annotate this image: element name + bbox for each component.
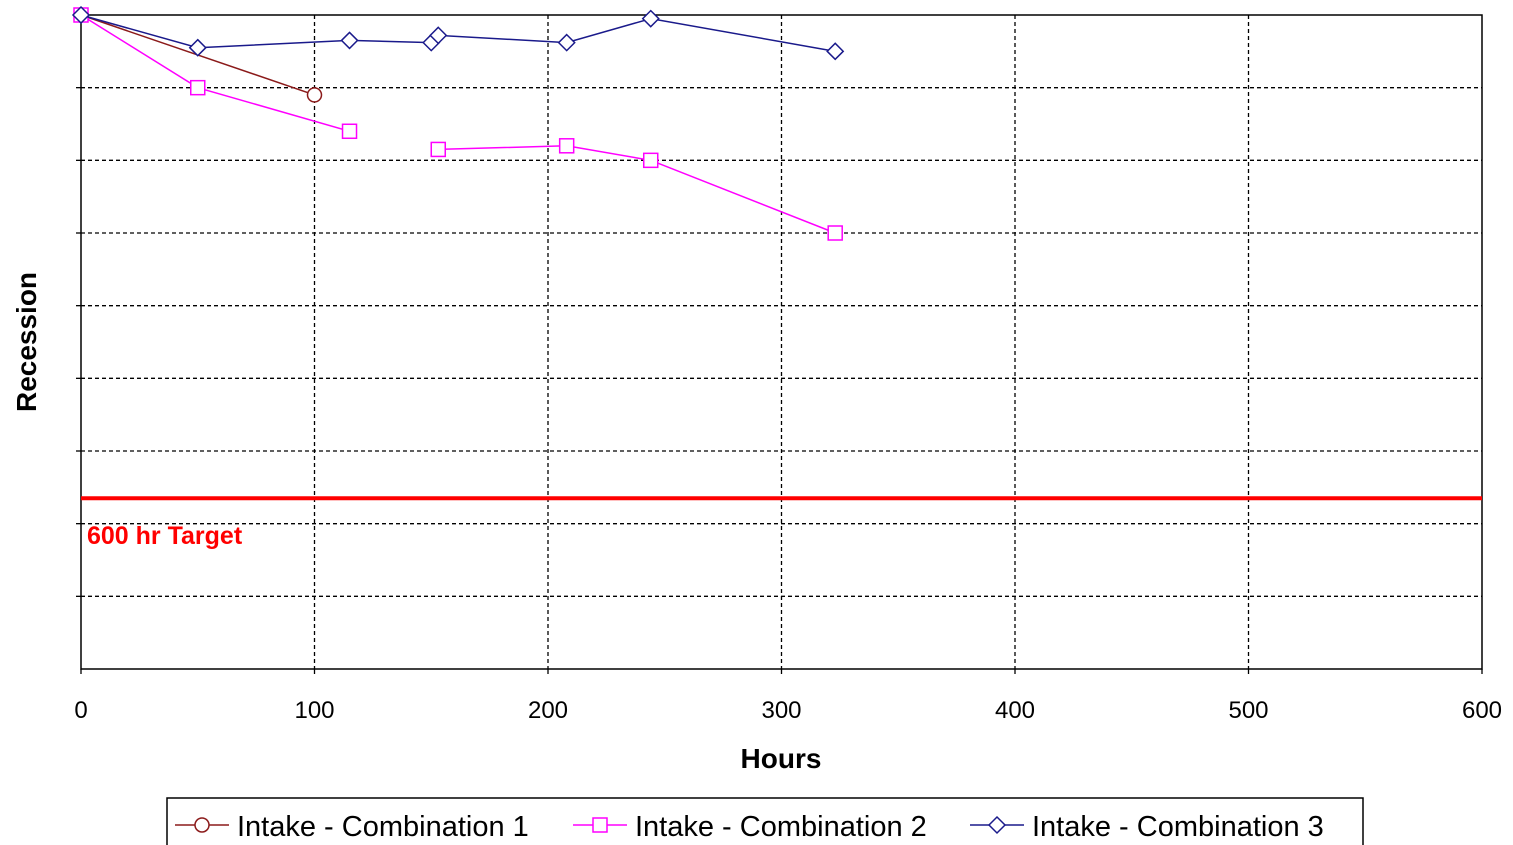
x-tick-label: 300 [761, 697, 801, 724]
axes [76, 14, 1483, 674]
legend-label: Intake - Combination 3 [1032, 811, 1324, 843]
x-tick-labels: 0 100 200 300 400 500 600 [74, 697, 1502, 724]
data-point-diamond [188, 38, 207, 57]
data-point-diamond [429, 26, 448, 45]
series-group [71, 5, 845, 241]
reference-line-group: 600 hr Target [81, 496, 1482, 550]
x-tick-label: 600 [1462, 697, 1502, 724]
series-3 [71, 5, 845, 61]
data-point-circle [306, 87, 323, 103]
legend: Intake - Combination 1 Intake - Combinati… [166, 797, 1364, 845]
x-axis-title: Hours [741, 743, 822, 774]
x-tick-label: 400 [995, 697, 1035, 724]
data-point-square [558, 138, 575, 154]
data-point-circle [194, 817, 210, 833]
grid [81, 15, 1482, 669]
data-point-diamond [987, 815, 1007, 835]
data-point-square [430, 141, 447, 158]
legend-box [166, 797, 1364, 845]
series-line [80, 14, 350, 132]
data-point-square [592, 817, 608, 833]
plot-frame [80, 14, 1483, 670]
legend-label: Intake - Combination 1 [237, 811, 529, 843]
x-tick-label: 0 [74, 697, 87, 724]
data-point-diamond [340, 31, 359, 50]
series-2 [73, 7, 843, 241]
data-point-square [190, 79, 206, 96]
data-point-diamond [826, 42, 845, 61]
x-tick-label: 500 [1228, 697, 1268, 724]
x-tick-label: 100 [294, 697, 334, 724]
legend-label: Intake - Combination 2 [635, 811, 927, 843]
x-tick-label: 200 [528, 697, 568, 724]
series-line [438, 145, 836, 234]
data-point-square [827, 225, 843, 241]
y-axis-title: Recession [11, 272, 42, 412]
data-point-square [642, 152, 659, 169]
data-point-diamond [641, 9, 660, 28]
data-point-square [341, 123, 358, 140]
data-point-diamond [557, 33, 576, 52]
data-point-diamond [71, 5, 91, 25]
target-line-label: 600 hr Target [87, 522, 243, 550]
